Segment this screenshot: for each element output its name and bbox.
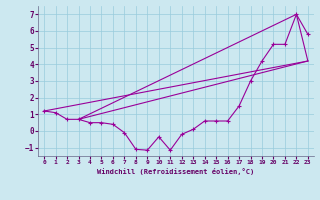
X-axis label: Windchill (Refroidissement éolien,°C): Windchill (Refroidissement éolien,°C) [97, 168, 255, 175]
